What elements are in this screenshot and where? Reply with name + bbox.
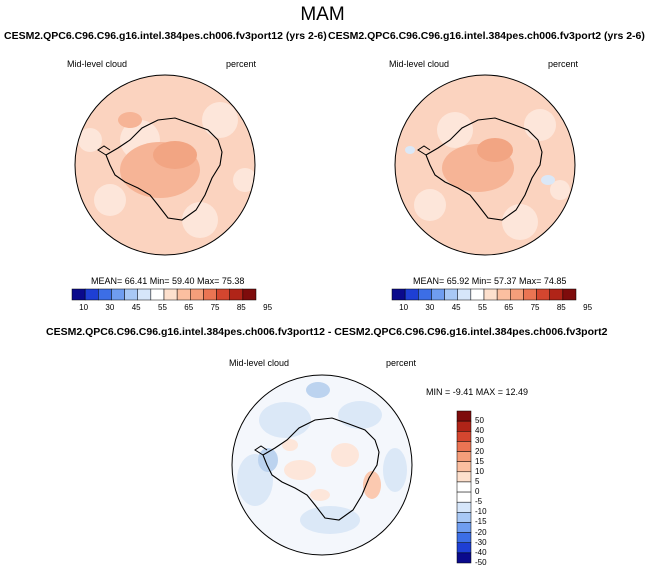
colorbar-swatch (456, 491, 472, 503)
colorbar-tick-label: 5 (475, 476, 480, 486)
panel-1-variable: Mid-level cloud (67, 59, 128, 69)
colorbar-swatch (456, 522, 472, 533)
figure-title: MAM (300, 4, 345, 25)
colorbar-swatch (456, 481, 472, 493)
colorbar-tick-label: 55 (158, 303, 167, 312)
colorbar-tick-label: 75 (210, 303, 220, 312)
panel-2-units: percent (548, 59, 579, 69)
colorbar-swatch (456, 441, 472, 452)
colorbar-tick-label: -10 (475, 507, 487, 517)
colorbar-tick-label: 65 (184, 303, 194, 312)
colorbar-tick-label: 15 (475, 456, 484, 466)
panel-2-stats: MEAN= 65.92 Min= 57.37 Max= 74.85 (413, 276, 567, 286)
colorbar-swatch (242, 288, 257, 301)
colorbar-tick-label: -40 (475, 547, 487, 557)
panel-1-title: CESM2.QPC6.C96.C96.g16.intel.384pes.ch00… (4, 30, 327, 42)
colorbar-tick-label: 10 (79, 303, 89, 312)
colorbar-tick-label: 85 (236, 303, 246, 312)
colorbar-tick-label: 85 (556, 303, 566, 312)
colorbar-swatch (456, 410, 472, 422)
colorbar-tick-label: 95 (583, 303, 593, 312)
colorbar-tick-label: 75 (530, 303, 540, 312)
colorbar-tick-label: 10 (475, 466, 484, 476)
colorbar-swatch (456, 552, 472, 564)
colorbar-swatch (562, 288, 577, 301)
colorbar-tick-label: 50 (475, 416, 484, 426)
diff-panel-units: percent (386, 358, 417, 368)
colorbar-swatch (456, 542, 472, 554)
diff-panel-stats: MIN = -9.41 MAX = 12.49 (426, 387, 529, 397)
colorbar-tick-label: 95 (263, 303, 273, 312)
colorbar-tick-label: 30 (425, 303, 435, 312)
colorbar-swatch (456, 431, 472, 442)
colorbar-swatch (456, 512, 472, 523)
panel-2-title: CESM2.QPC6.C96.C96.g16.intel.384pes.ch00… (328, 30, 645, 42)
colorbar-tick-label: 45 (131, 303, 141, 312)
colorbar-tick-label: 10 (399, 303, 409, 312)
colorbar-tick-label: 40 (475, 426, 484, 436)
colorbar-tick-label: -30 (475, 537, 487, 547)
colorbar-tick-label: 30 (475, 436, 484, 446)
colorbar-tick-label: -15 (475, 517, 487, 527)
colorbar-swatch (456, 451, 472, 462)
colorbar-swatch (456, 532, 472, 543)
colorbar-tick-label: 45 (451, 303, 461, 312)
colorbar-tick-label: 65 (504, 303, 514, 312)
colorbar-swatch (456, 501, 472, 513)
colorbar-tick-label: -50 (475, 558, 487, 567)
colorbar-tick-label: 0 (475, 487, 480, 497)
diff-panel-variable: Mid-level cloud (229, 358, 290, 368)
colorbar-tick-label: -20 (475, 527, 487, 537)
panel-1-units: percent (226, 59, 257, 69)
colorbar-tick-label: 30 (105, 303, 115, 312)
panel-1-stats: MEAN= 66.41 Min= 59.40 Max= 75.38 (91, 276, 245, 286)
colorbar-swatch (456, 471, 472, 483)
colorbar-swatch (456, 461, 472, 473)
colorbar-tick-label: 55 (478, 303, 487, 312)
diff-panel-title: CESM2.QPC6.C96.C96.g16.intel.384pes.ch00… (46, 326, 608, 338)
panel-2-variable: Mid-level cloud (389, 59, 450, 69)
colorbar-swatch (456, 420, 472, 432)
colorbar-tick-label: 20 (475, 446, 484, 456)
colorbar-tick-label: -5 (475, 497, 483, 507)
